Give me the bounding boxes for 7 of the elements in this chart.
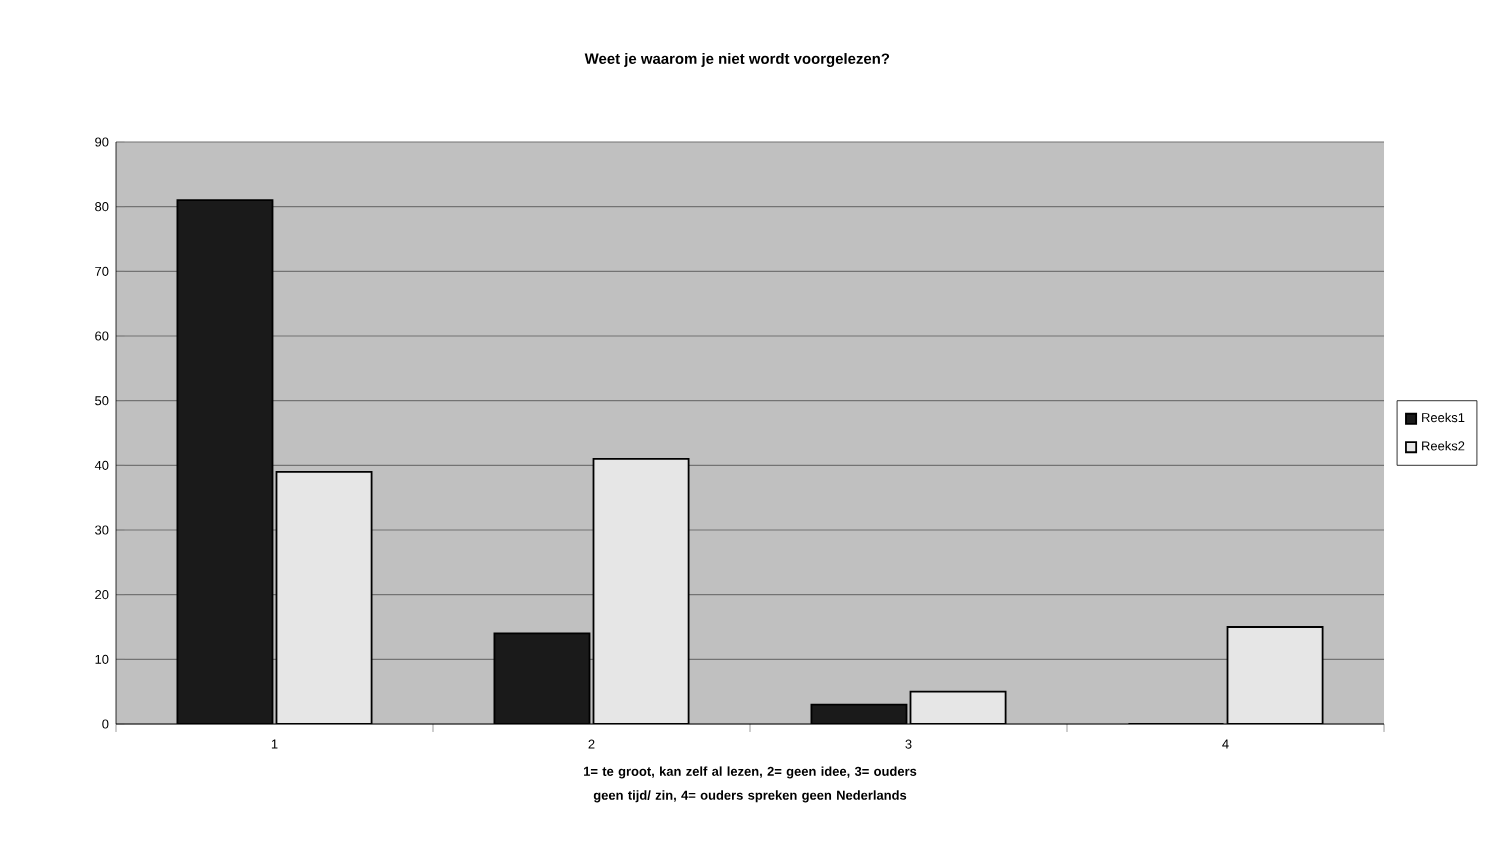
bar: [493, 632, 591, 724]
bar: [176, 199, 274, 724]
bar: [592, 457, 690, 724]
bar: [275, 470, 373, 724]
bar: [811, 704, 907, 724]
bar: [1226, 626, 1324, 724]
bar: [909, 690, 1007, 724]
